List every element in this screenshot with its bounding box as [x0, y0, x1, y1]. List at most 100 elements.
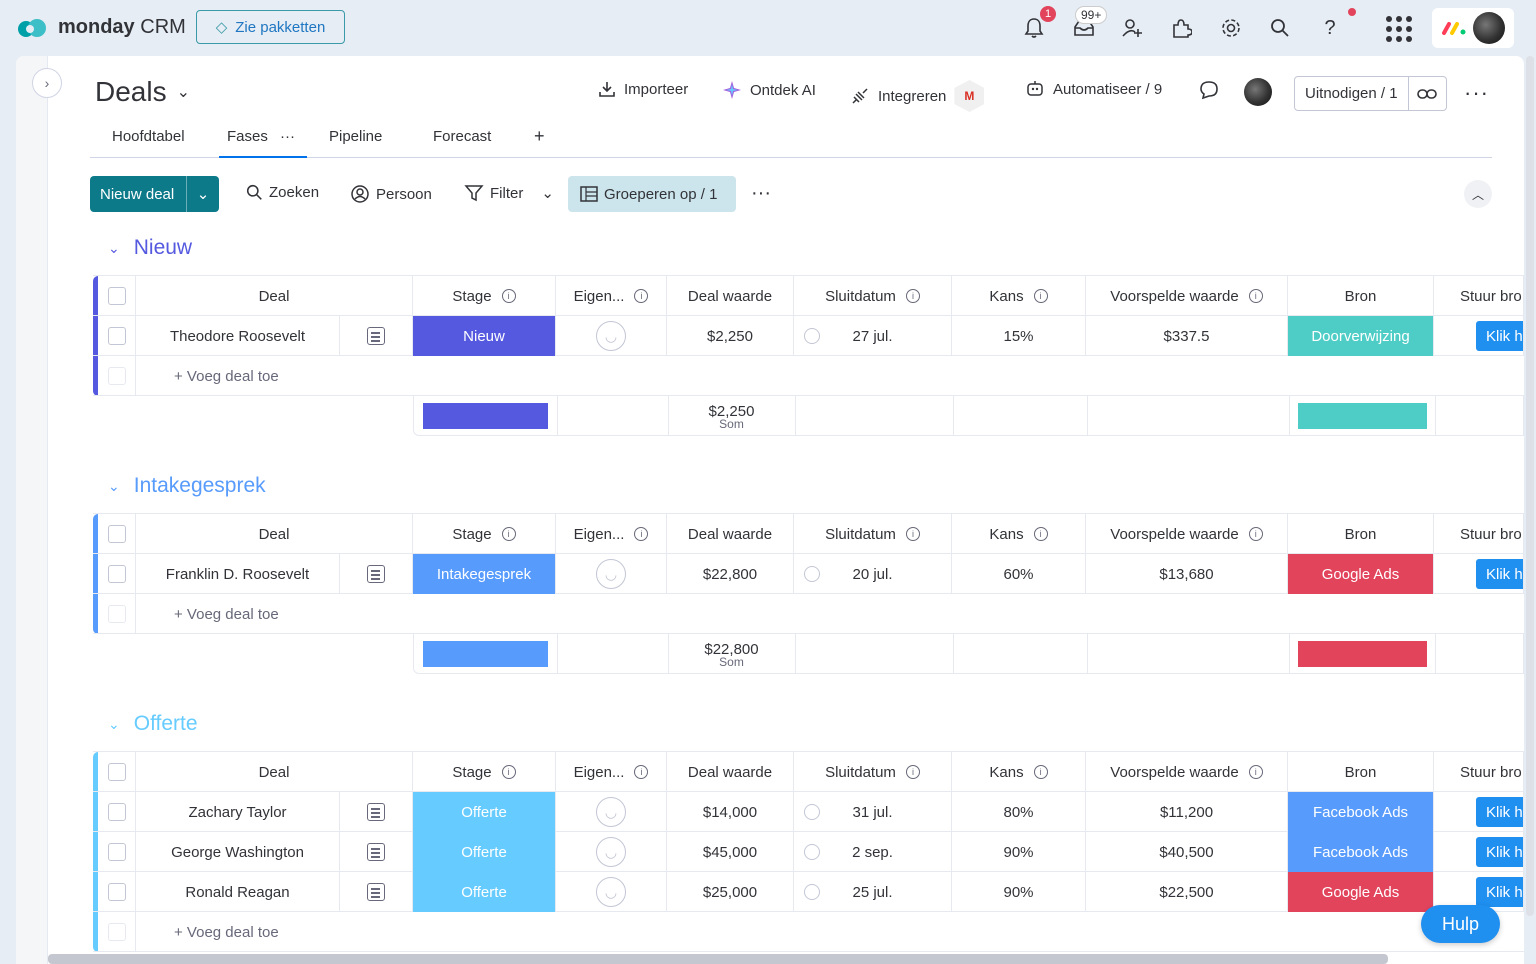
date-status-circle-icon[interactable]	[804, 884, 820, 900]
open-item-cell[interactable]	[340, 832, 413, 872]
add-deal-cell[interactable]: + Voeg deal toe	[136, 594, 1436, 634]
stage-summary-bar[interactable]	[423, 403, 548, 429]
apps-grid-icon[interactable]	[1386, 16, 1412, 42]
column-info-icon[interactable]: i	[1248, 765, 1263, 779]
add-deal-row[interactable]: + Voeg deal toe	[93, 912, 1524, 952]
column-info-icon[interactable]: i	[501, 765, 516, 779]
date-status-circle-icon[interactable]	[804, 844, 820, 860]
owner-cell[interactable]: ◡	[556, 832, 667, 872]
column-header-deal[interactable]: Deal	[136, 752, 413, 792]
column-header-deal-value[interactable]: Deal waarde	[667, 752, 794, 792]
column-header-source[interactable]: Bron	[1288, 752, 1434, 792]
date-status-circle-icon[interactable]	[804, 328, 820, 344]
deal-value-cell[interactable]: $2,250	[667, 316, 794, 356]
close-date-cell[interactable]: 2 sep.	[794, 832, 952, 872]
tab-pipeline[interactable]: Pipeline	[329, 128, 383, 145]
import-button[interactable]: Importeer	[598, 80, 688, 98]
open-item-icon[interactable]	[367, 883, 385, 901]
monday-logo[interactable]: monday CRM	[18, 16, 186, 39]
add-view-icon[interactable]: +	[534, 126, 545, 146]
column-info-icon[interactable]: i	[1248, 527, 1263, 541]
deal-name-cell[interactable]: Ronald Reagan	[136, 872, 340, 912]
column-info-icon[interactable]: i	[634, 527, 649, 541]
close-date-cell[interactable]: 27 jul.	[794, 316, 952, 356]
owner-cell[interactable]: ◡	[556, 792, 667, 832]
column-header-close-date[interactable]: Sluitdatum i	[794, 514, 952, 554]
group-collapse-chevron-icon[interactable]: ⌄	[108, 715, 120, 732]
empty-person-icon[interactable]: ◡	[596, 877, 626, 907]
send-button[interactable]: Klik hi	[1476, 321, 1523, 351]
deal-value-cell[interactable]: $45,000	[667, 832, 794, 872]
send-button[interactable]: Klik hi	[1476, 797, 1523, 827]
row-checkbox-cell[interactable]	[98, 792, 136, 832]
board-title[interactable]: Deals ⌄	[95, 76, 190, 108]
group-collapse-chevron-icon[interactable]: ⌄	[108, 239, 120, 256]
group-collapse-chevron-icon[interactable]: ⌄	[108, 477, 120, 494]
column-info-icon[interactable]: i	[634, 289, 649, 303]
column-info-icon[interactable]: i	[905, 527, 920, 541]
source-cell[interactable]: Facebook Ads	[1288, 792, 1434, 832]
column-header-forecast-value[interactable]: Voorspelde waarde i	[1086, 752, 1288, 792]
column-header-deal[interactable]: Deal	[136, 514, 413, 554]
close-date-cell[interactable]: 25 jul.	[794, 872, 952, 912]
empty-person-icon[interactable]: ◡	[596, 321, 626, 351]
group-header-intakegesprek[interactable]: ⌄ Intakegesprek	[108, 474, 266, 498]
chance-cell[interactable]: 80%	[952, 792, 1086, 832]
column-header-deal-value[interactable]: Deal waarde	[667, 514, 794, 554]
board-owner-avatar[interactable]	[1244, 78, 1272, 106]
row-checkbox[interactable]	[107, 327, 126, 345]
column-header-chance[interactable]: Kans i	[952, 514, 1086, 554]
header-checkbox-cell[interactable]	[98, 276, 136, 316]
open-item-cell[interactable]	[340, 554, 413, 594]
select-all-checkbox[interactable]	[107, 763, 126, 781]
deal-name-cell[interactable]: Zachary Taylor	[136, 792, 340, 832]
open-item-cell[interactable]	[340, 872, 413, 912]
column-header-stage[interactable]: Stage i	[413, 752, 556, 792]
column-header-send[interactable]: Stuur bro	[1434, 276, 1524, 316]
deal-value-cell[interactable]: $14,000	[667, 792, 794, 832]
column-header-forecast-value[interactable]: Voorspelde waarde i	[1086, 514, 1288, 554]
column-info-icon[interactable]: i	[905, 289, 920, 303]
new-deal-button[interactable]: Nieuw deal ⌄	[90, 176, 219, 212]
column-header-close-date[interactable]: Sluitdatum i	[794, 276, 952, 316]
open-item-cell[interactable]	[340, 792, 413, 832]
column-info-icon[interactable]: i	[1033, 527, 1048, 541]
deal-name-cell[interactable]: George Washington	[136, 832, 340, 872]
notifications-bell-icon[interactable]	[1020, 14, 1048, 42]
header-checkbox-cell[interactable]	[98, 514, 136, 554]
row-checkbox[interactable]	[107, 843, 126, 861]
column-header-owner[interactable]: Eigen... i	[556, 276, 667, 316]
send-button-cell[interactable]: Klik hi	[1434, 872, 1524, 912]
invite-button[interactable]: Uitnodigen / 1	[1294, 76, 1447, 111]
see-packages-button[interactable]: ◇ Zie pakketten	[196, 10, 345, 44]
deal-value-cell[interactable]: $25,000	[667, 872, 794, 912]
column-header-chance[interactable]: Kans i	[952, 752, 1086, 792]
copy-link-icon[interactable]	[1409, 88, 1446, 100]
apps-puzzle-icon[interactable]	[1167, 14, 1195, 42]
row-checkbox-cell[interactable]	[98, 316, 136, 356]
empty-person-icon[interactable]: ◡	[596, 837, 626, 867]
table-row[interactable]: Zachary Taylor Offerte ◡ $14,000 31 jul. 80% $…	[93, 792, 1524, 832]
group-header-nieuw[interactable]: ⌄ Nieuw	[108, 236, 192, 260]
filter-button[interactable]: Filter ⌄	[464, 184, 554, 202]
owner-cell[interactable]: ◡	[556, 554, 667, 594]
chance-cell[interactable]: 60%	[952, 554, 1086, 594]
filter-chevron-down-icon[interactable]: ⌄	[541, 185, 554, 202]
empty-person-icon[interactable]: ◡	[596, 797, 626, 827]
column-header-stage[interactable]: Stage i	[413, 276, 556, 316]
help-button[interactable]: Hulp	[1421, 905, 1500, 943]
add-deal-cell[interactable]: + Voeg deal toe	[136, 912, 1436, 952]
row-checkbox[interactable]	[107, 883, 126, 901]
column-header-send[interactable]: Stuur bro	[1434, 752, 1524, 792]
column-header-deal[interactable]: Deal	[136, 276, 413, 316]
help-question-icon[interactable]: ?	[1324, 16, 1336, 39]
chance-cell[interactable]: 90%	[952, 832, 1086, 872]
column-header-source[interactable]: Bron	[1288, 276, 1434, 316]
source-cell[interactable]: Facebook Ads	[1288, 832, 1434, 872]
expand-sidebar-chevron-icon[interactable]: ›	[32, 68, 62, 98]
tab-forecast[interactable]: Forecast	[433, 128, 492, 145]
group-by-button[interactable]: Groeperen op / 1	[568, 176, 736, 212]
updates-chat-icon[interactable]	[1199, 80, 1219, 100]
row-checkbox[interactable]	[107, 565, 126, 583]
send-button[interactable]: Klik hi	[1476, 837, 1523, 867]
